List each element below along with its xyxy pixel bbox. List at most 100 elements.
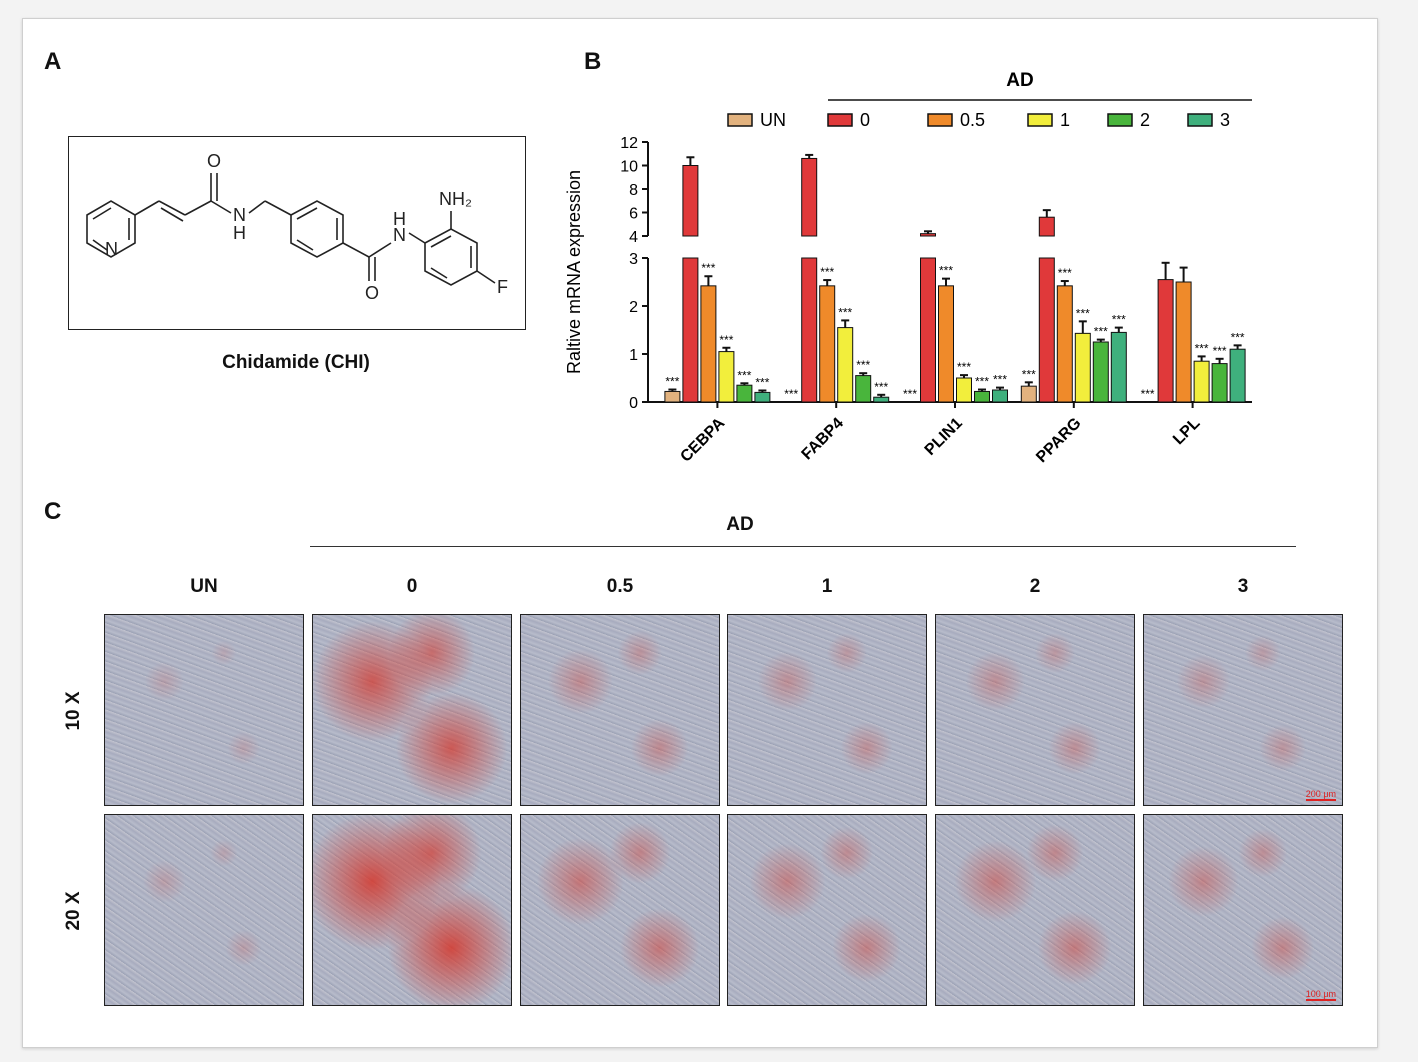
micrograph <box>520 614 720 806</box>
ad-group-line <box>310 546 1296 547</box>
bar <box>754 391 771 403</box>
significance-label: *** <box>975 375 989 389</box>
bar <box>801 257 818 403</box>
significance-label: *** <box>737 368 751 382</box>
legend-swatch <box>927 113 953 127</box>
category-label: PLIN1 <box>922 415 966 459</box>
atom-h-2: H <box>393 209 406 229</box>
category-label: PPARG <box>1033 415 1084 466</box>
micrograph <box>104 614 304 806</box>
structure-drawing: N O N H H N O NH₂ F <box>86 151 508 303</box>
significance-label: *** <box>939 264 953 278</box>
row-label: 20 X <box>63 891 84 931</box>
bar <box>1110 331 1127 403</box>
column-label: 3 <box>1237 576 1249 597</box>
bar <box>1193 360 1210 403</box>
structure-caption: Chidamide (CHI) <box>222 352 370 373</box>
y-tick-label: 2 <box>629 299 638 316</box>
significance-label: *** <box>957 360 971 374</box>
panel-label-c: C <box>44 498 62 525</box>
bar <box>736 384 753 403</box>
y-tick-label: 1 <box>629 347 638 364</box>
y-axis-label: Raltive mRNA expression <box>564 170 584 374</box>
bar <box>1056 285 1073 403</box>
column-label: 0 <box>406 576 418 597</box>
y-tick-label: 10 <box>620 159 638 176</box>
significance-label: *** <box>719 333 733 347</box>
atom-n-2: N <box>393 225 406 245</box>
bar <box>819 285 836 403</box>
significance-label: *** <box>755 375 769 389</box>
bar <box>1175 281 1192 403</box>
column-label: UN <box>190 576 218 597</box>
atom-h-amide: H <box>233 223 246 243</box>
panel-label-a: A <box>44 48 62 75</box>
bar <box>938 285 954 403</box>
bar <box>873 396 890 403</box>
bar <box>1038 216 1055 237</box>
significance-label: *** <box>856 358 870 372</box>
bar <box>700 285 717 403</box>
bar <box>837 327 854 403</box>
bar <box>974 390 990 403</box>
bar <box>664 390 681 403</box>
significance-label: *** <box>903 387 917 401</box>
column-label: 1 <box>821 576 833 597</box>
bar <box>801 157 818 237</box>
micrograph <box>727 614 927 806</box>
micrograph: 100 μm <box>1143 814 1343 1006</box>
micrograph <box>520 814 720 1006</box>
micrograph <box>727 814 927 1006</box>
atom-o-2: O <box>365 283 379 303</box>
bar <box>956 377 972 403</box>
bar <box>1038 257 1055 403</box>
y-tick-label: 3 <box>629 251 638 268</box>
micrograph <box>312 814 512 1006</box>
y-tick-label: 0 <box>629 395 638 412</box>
significance-label: *** <box>1231 330 1245 344</box>
y-tick-label: 12 <box>620 135 638 152</box>
legend-swatch <box>1027 113 1053 127</box>
significance-label: *** <box>1058 266 1072 280</box>
legend-label: 3 <box>1220 110 1230 130</box>
bar <box>1229 348 1246 403</box>
atom-o-1: O <box>207 151 221 171</box>
ad-legend-label: AD <box>1006 70 1033 91</box>
significance-label: *** <box>838 305 852 319</box>
category-label: FABP4 <box>799 415 848 464</box>
bar <box>682 257 699 403</box>
micrograph: 200 μm <box>1143 614 1343 806</box>
atom-nh2: NH₂ <box>439 189 472 209</box>
y-tick-label: 8 <box>629 182 638 199</box>
bar <box>718 351 735 403</box>
panel-label-b: B <box>584 48 602 75</box>
significance-label: *** <box>701 261 715 275</box>
significance-label: *** <box>1076 306 1090 320</box>
category-label: LPL <box>1170 415 1204 449</box>
scale-bar: 100 μm <box>1305 989 1337 1001</box>
significance-label: *** <box>665 375 679 389</box>
bar <box>992 389 1008 403</box>
bar <box>920 233 936 237</box>
atom-f: F <box>497 277 508 297</box>
legend-swatch <box>827 113 853 127</box>
micrograph <box>935 614 1135 806</box>
significance-label: *** <box>993 373 1007 387</box>
y-tick-label: 4 <box>629 229 638 246</box>
significance-label: *** <box>784 387 798 401</box>
legend-label: 1 <box>1060 110 1070 130</box>
micrograph <box>104 814 304 1006</box>
bar <box>1092 341 1109 403</box>
legend-label: UN <box>760 110 786 130</box>
significance-label: *** <box>1195 341 1209 355</box>
legend-label: 0.5 <box>960 110 985 130</box>
legend-swatch <box>1107 113 1133 127</box>
legend-swatch <box>727 113 753 127</box>
category-label: CEBPA <box>677 414 728 465</box>
legend-label: 0 <box>860 110 870 130</box>
significance-label: *** <box>1141 387 1155 401</box>
bar <box>855 375 872 403</box>
legend-label: 2 <box>1140 110 1150 130</box>
atom-n-pyridine: N <box>105 239 118 259</box>
